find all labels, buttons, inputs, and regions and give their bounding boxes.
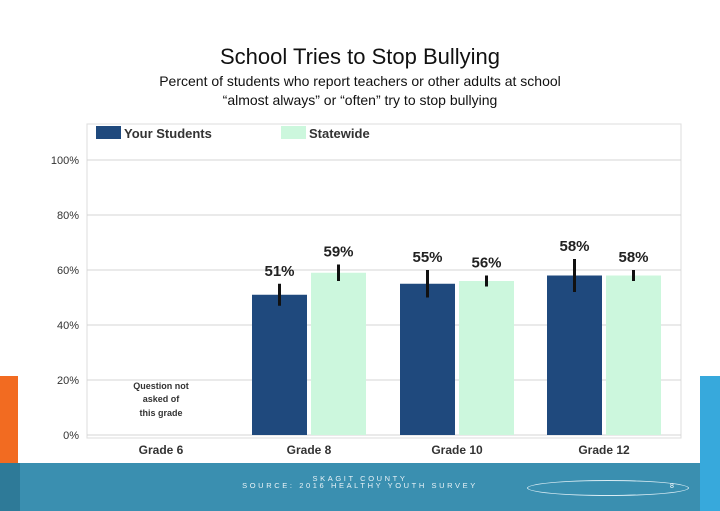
chart-x-axis: Grade 6 Grade 8 Grade 10 Grade 12	[139, 443, 630, 457]
data-label: 59%	[323, 244, 353, 261]
legend-label-your-students: Your Students	[124, 126, 212, 141]
decorative-blue-bar	[700, 376, 720, 511]
legend-swatch-your-students	[96, 126, 121, 139]
x-tick-label: Grade 6	[139, 443, 184, 457]
chart-bars	[252, 259, 661, 435]
y-tick-label: 0%	[63, 430, 79, 442]
footer-source: SOURCE: 2016 HEALTHY YOUTH SURVEY	[242, 481, 478, 490]
x-tick-label: Grade 12	[578, 443, 630, 457]
y-tick-label: 100%	[51, 155, 79, 167]
legend-swatch-statewide	[281, 126, 306, 139]
data-label: 55%	[412, 249, 442, 266]
data-label: 58%	[618, 249, 648, 266]
page-number-oval	[527, 480, 689, 496]
legend-label-statewide: Statewide	[309, 126, 370, 141]
y-tick-label: 20%	[57, 375, 79, 387]
missing-note-line-3: this grade	[139, 408, 182, 418]
missing-data-note: Question not asked of this grade	[133, 381, 189, 418]
data-label: 56%	[471, 255, 501, 272]
slide-subtitle-line-2: “almost always” or “often” try to stop b…	[222, 92, 498, 108]
bar-your-students	[400, 283, 455, 435]
x-tick-label: Grade 8	[287, 443, 332, 457]
bar-your-students	[252, 294, 307, 435]
bar-statewide	[459, 281, 514, 435]
y-tick-label: 80%	[57, 210, 79, 222]
slide-title: School Tries to Stop Bullying	[219, 44, 501, 69]
chart-y-axis: 0% 20% 40% 60% 80% 100%	[51, 155, 79, 442]
data-label: 58%	[559, 238, 589, 255]
data-label: 51%	[264, 263, 294, 280]
missing-note-line-1: Question not	[133, 381, 189, 391]
page-number: 8	[670, 483, 674, 490]
bar-your-students	[547, 275, 602, 435]
missing-note-line-2: asked of	[143, 394, 181, 404]
chart-data-labels: 51% 59% 55% 56% 58% 58%	[264, 238, 648, 280]
y-tick-label: 40%	[57, 320, 79, 332]
bar-statewide	[311, 272, 366, 435]
x-tick-label: Grade 10	[431, 443, 483, 457]
slide-subtitle-line-1: Percent of students who report teachers …	[159, 73, 561, 89]
chart-legend: Your Students Statewide	[96, 126, 370, 141]
footer-county: SKAGIT COUNTY	[312, 474, 408, 483]
bar-statewide	[606, 275, 661, 435]
y-tick-label: 60%	[57, 265, 79, 277]
